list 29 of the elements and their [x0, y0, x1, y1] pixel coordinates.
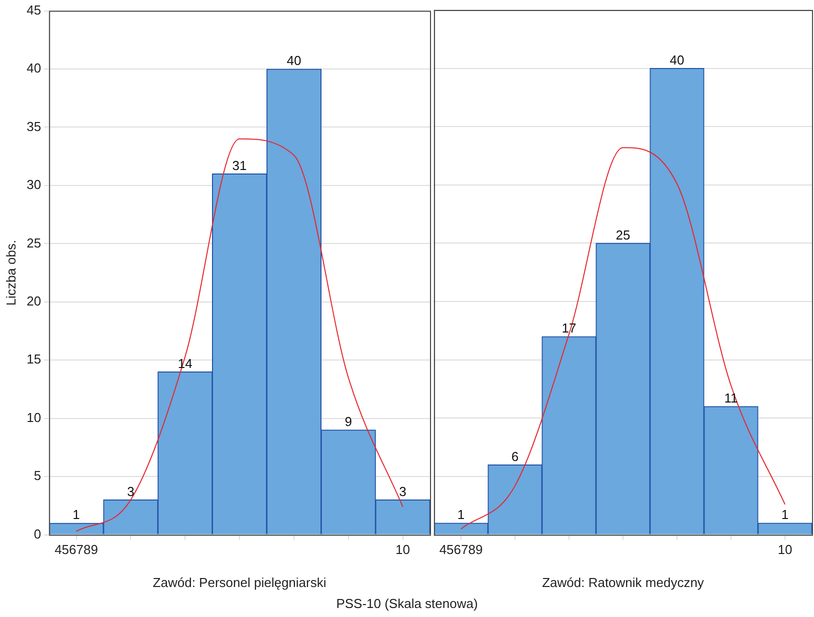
data-label: 3	[399, 484, 406, 499]
y-tick-label: 0	[34, 526, 42, 542]
data-label: 3	[127, 484, 134, 499]
y-tick-label: 5	[34, 468, 42, 484]
x-tick-label: 10	[778, 542, 792, 558]
x-tick-label: 456789	[54, 542, 98, 558]
data-label: 40	[670, 52, 684, 68]
y-tick-label: 20	[26, 293, 42, 308]
data-label: 25	[616, 227, 630, 242]
x-axis-title: Zawód: Personel pielęgniarski	[152, 574, 326, 590]
text: PSS-10 (Skala stenowa)	[335, 596, 479, 611]
data-label: 40	[286, 53, 302, 68]
data-label: 6	[511, 448, 519, 464]
data-label: 1	[781, 507, 789, 522]
y-tick-label: 10	[26, 410, 42, 425]
y-axis-title: Liczba obs.	[3, 240, 18, 306]
y-tick-label: 35	[26, 118, 42, 134]
y-tick-label: 40	[26, 60, 42, 76]
y-tick-label: 15	[26, 352, 42, 367]
data-label: 1	[72, 507, 80, 522]
x-tick-label: 456789	[439, 542, 483, 558]
data-label: 31	[232, 158, 247, 173]
x-tick-label: 10	[396, 542, 410, 558]
y-tick-label: 25	[26, 235, 42, 250]
x-axis-title: Zawód: Ratownik medyczny	[542, 574, 704, 590]
y-tick-label: 30	[26, 177, 42, 192]
y-tick-label: 45	[26, 2, 42, 18]
data-label: 1	[457, 507, 465, 522]
data-label: 9	[344, 414, 352, 430]
